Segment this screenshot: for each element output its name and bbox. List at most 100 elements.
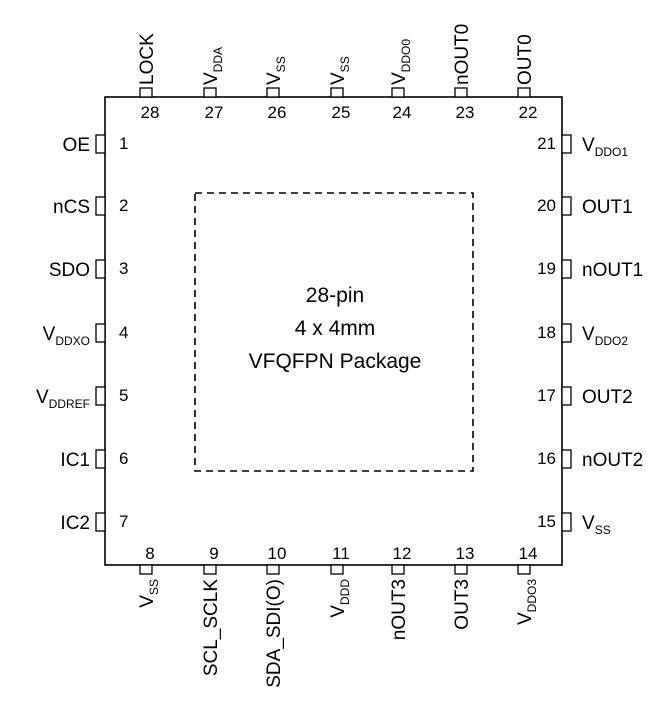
pin-5: 5 VDDREF xyxy=(36,386,129,411)
pin-pad xyxy=(139,87,153,98)
pin-7: 7 IC2 xyxy=(60,512,128,534)
package-label-line: VFQFPN Package xyxy=(249,350,422,373)
pin-pad xyxy=(203,564,217,575)
pin-label: VSS xyxy=(264,56,288,85)
pin-3: 3 SDO xyxy=(49,259,129,281)
pin-number: 8 xyxy=(145,544,154,563)
pin-label: VSS xyxy=(582,513,611,537)
package-label-line: 28-pin xyxy=(306,284,364,307)
pin-pad xyxy=(454,564,468,575)
pin-15: 15 VSS xyxy=(537,512,611,537)
pin-pad xyxy=(266,87,280,98)
pin-pad xyxy=(517,87,531,98)
pin-number: 28 xyxy=(141,103,160,122)
pin-label: SDO xyxy=(49,260,90,281)
pin-4: 4 VDDXO xyxy=(43,323,129,348)
pin-26: 26 VSS xyxy=(264,56,288,122)
pin-label: OUT2 xyxy=(582,387,633,408)
pin-number: 25 xyxy=(332,103,351,122)
pin-label: nCS xyxy=(53,197,90,218)
pin-label: VDDO2 xyxy=(582,324,628,348)
pin-number: 17 xyxy=(537,386,556,405)
pin-pad xyxy=(561,259,572,279)
pin-pad xyxy=(95,134,106,154)
pin-number: 4 xyxy=(119,323,128,342)
pin-pad xyxy=(95,323,106,343)
pin-pad xyxy=(561,323,572,343)
pin-pad xyxy=(561,512,572,532)
pin-pad xyxy=(266,564,280,575)
pin-label: OUT0 xyxy=(515,34,536,85)
pin-number: 21 xyxy=(537,134,556,153)
pin-pad xyxy=(561,134,572,154)
pin-pad xyxy=(561,196,572,216)
package-label: 28-pin 4 x 4mm VFQFPN Package xyxy=(249,284,422,373)
pin-number: 3 xyxy=(119,259,128,278)
pin-pad xyxy=(561,449,572,469)
pin-label: VDDO1 xyxy=(582,135,628,159)
pin-number: 20 xyxy=(537,196,556,215)
pin-pad xyxy=(95,196,106,216)
pin-24: 24 VDDO0 xyxy=(389,39,413,122)
pin-pad xyxy=(517,564,531,575)
pin-number: 23 xyxy=(456,103,475,122)
pin-number: 10 xyxy=(268,544,287,563)
pin-11: 11 VDDD xyxy=(328,544,352,618)
pin-20: 20 OUT1 xyxy=(537,196,633,218)
pin-number: 24 xyxy=(393,103,412,122)
pin-number: 22 xyxy=(519,103,538,122)
pin-number: 27 xyxy=(205,103,224,122)
pin-label: VDDREF xyxy=(36,387,90,411)
pin-number: 16 xyxy=(537,449,556,468)
pin-23: 23 nOUT0 xyxy=(452,24,474,122)
pin-pad xyxy=(561,386,572,406)
pin-1: 1 OE xyxy=(63,134,129,156)
pin-pad xyxy=(330,564,344,575)
pin-label: OUT1 xyxy=(582,197,633,218)
pin-label: VSS xyxy=(328,56,352,85)
pin-label: IC1 xyxy=(60,450,90,471)
pin-number: 14 xyxy=(519,544,538,563)
pin-label: SCL_SCLK xyxy=(201,579,222,676)
pin-number: 7 xyxy=(119,512,128,531)
pin-label: VDDD xyxy=(328,579,352,618)
pin-label: LOCK xyxy=(137,33,158,85)
pin-label: nOUT2 xyxy=(582,450,643,471)
pin-17: 17 OUT2 xyxy=(537,386,633,408)
pin-22: 22 OUT0 xyxy=(515,34,537,122)
pins-layer: 28LOCK27VDDA26VSS25VSS24VDDO023nOUT022OU… xyxy=(36,24,643,688)
pin-pad xyxy=(203,87,217,98)
pin-number: 11 xyxy=(332,544,350,563)
pin-pad xyxy=(95,449,106,469)
pin-8: 8 VSS xyxy=(137,544,161,608)
pin-pad xyxy=(139,564,153,575)
pin-number: 15 xyxy=(537,512,556,531)
pin-number: 2 xyxy=(119,196,128,215)
pin-6: 6 IC1 xyxy=(60,449,128,471)
pin-19: 19 nOUT1 xyxy=(537,259,643,281)
pin-18: 18 VDDO2 xyxy=(537,323,628,348)
pin-label: nOUT0 xyxy=(452,24,473,85)
pin-number: 12 xyxy=(393,544,412,563)
pin-pad xyxy=(95,512,106,532)
pin-14: 14 VDDO3 xyxy=(515,544,539,625)
pin-28: 28 LOCK xyxy=(137,33,159,122)
pin-pad xyxy=(454,87,468,98)
pin-pad xyxy=(391,87,405,98)
pin-label: SDA_SDI(O) xyxy=(264,579,285,688)
pin-number: 26 xyxy=(268,103,287,122)
pin-label: VDDA xyxy=(201,47,225,85)
pin-number: 5 xyxy=(119,386,128,405)
pin-2: 2 nCS xyxy=(53,196,128,218)
pin-label: OUT3 xyxy=(452,579,473,630)
pin-pad xyxy=(95,259,106,279)
pin-label: VDDO0 xyxy=(389,39,413,85)
pin-label: VSS xyxy=(137,579,161,608)
pin-number: 9 xyxy=(209,544,218,563)
pin-27: 27 VDDA xyxy=(201,47,225,122)
pin-number: 19 xyxy=(537,259,556,278)
pin-number: 1 xyxy=(119,134,128,153)
pin-pad xyxy=(95,386,106,406)
pin-label: nOUT3 xyxy=(389,579,410,640)
